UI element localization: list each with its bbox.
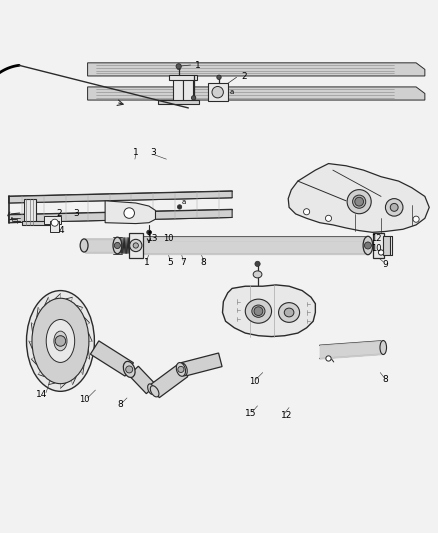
Ellipse shape [124, 361, 135, 377]
Text: a: a [230, 89, 234, 95]
Polygon shape [105, 201, 155, 223]
Text: 15: 15 [245, 409, 256, 418]
Polygon shape [88, 87, 425, 100]
Circle shape [304, 209, 310, 215]
Text: 4: 4 [59, 226, 64, 235]
Text: 10: 10 [371, 244, 382, 253]
Ellipse shape [54, 331, 67, 351]
Circle shape [147, 230, 151, 235]
Ellipse shape [385, 199, 403, 216]
Text: 8: 8 [117, 400, 124, 409]
Bar [158, 100, 199, 104]
Ellipse shape [245, 299, 272, 323]
Circle shape [178, 366, 184, 373]
Ellipse shape [179, 363, 187, 376]
Text: 13: 13 [147, 233, 158, 243]
Bar [183, 78, 193, 102]
Text: 1: 1 [195, 61, 201, 69]
Text: 12: 12 [281, 411, 293, 420]
Circle shape [124, 208, 134, 219]
Circle shape [212, 86, 223, 98]
Ellipse shape [363, 236, 373, 255]
Text: 1: 1 [133, 148, 139, 157]
Ellipse shape [253, 271, 262, 278]
Text: 9: 9 [382, 260, 389, 269]
Text: 12: 12 [371, 235, 382, 244]
Polygon shape [288, 164, 429, 232]
Bar [173, 78, 183, 102]
Circle shape [114, 243, 120, 248]
Polygon shape [9, 191, 232, 203]
Ellipse shape [252, 305, 265, 317]
Circle shape [55, 336, 66, 346]
Ellipse shape [380, 341, 387, 354]
Polygon shape [150, 364, 188, 398]
Text: 10: 10 [79, 395, 89, 404]
Circle shape [51, 219, 58, 226]
Polygon shape [223, 285, 315, 336]
Circle shape [364, 242, 371, 249]
Text: 2: 2 [242, 72, 247, 82]
Circle shape [325, 215, 332, 221]
Circle shape [133, 243, 138, 248]
Bar [383, 236, 390, 255]
Circle shape [255, 261, 260, 266]
Circle shape [176, 64, 181, 69]
Bar [44, 216, 61, 223]
Text: 2: 2 [57, 209, 62, 219]
Text: 3: 3 [74, 209, 80, 219]
Bar [208, 84, 228, 101]
Ellipse shape [176, 362, 186, 376]
Circle shape [378, 250, 384, 255]
Ellipse shape [390, 204, 398, 211]
Bar [50, 221, 59, 232]
Ellipse shape [27, 290, 95, 391]
Text: 1: 1 [144, 257, 150, 266]
Circle shape [254, 307, 263, 316]
Ellipse shape [46, 319, 74, 362]
Polygon shape [129, 366, 156, 394]
Circle shape [130, 239, 142, 252]
Bar [129, 233, 143, 258]
Circle shape [191, 96, 196, 100]
Text: 3: 3 [150, 148, 156, 157]
Circle shape [355, 197, 364, 206]
Circle shape [126, 366, 133, 373]
Bar [373, 233, 384, 258]
Circle shape [326, 356, 331, 361]
Ellipse shape [279, 303, 300, 322]
Bar [169, 75, 197, 80]
Ellipse shape [148, 384, 155, 394]
Ellipse shape [353, 195, 366, 208]
Ellipse shape [80, 239, 88, 252]
Text: 14: 14 [36, 390, 47, 399]
Circle shape [413, 216, 419, 222]
Circle shape [148, 231, 152, 234]
Ellipse shape [113, 237, 122, 254]
Text: 8: 8 [382, 375, 389, 384]
Text: 10: 10 [249, 377, 259, 386]
Text: 5: 5 [167, 257, 173, 266]
Ellipse shape [284, 308, 294, 317]
Bar [24, 199, 36, 223]
Polygon shape [88, 63, 425, 76]
Text: 7: 7 [180, 257, 186, 266]
Circle shape [217, 75, 221, 79]
Polygon shape [90, 341, 134, 376]
Text: a: a [182, 199, 186, 205]
Polygon shape [9, 209, 232, 223]
Text: 8: 8 [201, 257, 207, 266]
Text: 10: 10 [163, 233, 174, 243]
Ellipse shape [347, 190, 371, 214]
Circle shape [177, 205, 182, 209]
Bar [22, 221, 50, 225]
Ellipse shape [32, 298, 89, 384]
Polygon shape [181, 353, 222, 376]
Ellipse shape [150, 386, 159, 397]
